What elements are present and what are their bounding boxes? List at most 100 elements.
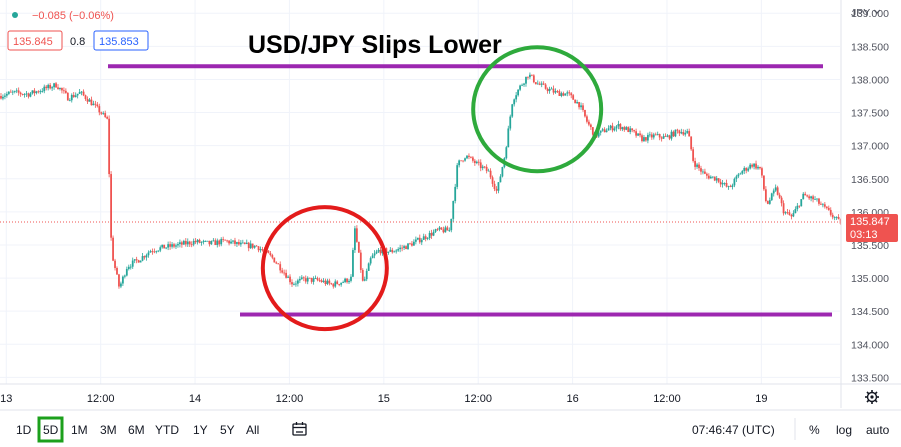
candle-body xyxy=(416,237,419,240)
candle-body xyxy=(188,241,191,245)
currency-menu[interactable]: JPY xyxy=(851,7,870,19)
range-button-ytd[interactable]: YTD xyxy=(155,423,179,437)
candle-body xyxy=(196,239,199,243)
y-tick-label: 138.000 xyxy=(851,74,889,86)
y-axis-ticks: 139.000138.500138.000137.500137.000136.5… xyxy=(851,8,889,384)
candle-body xyxy=(344,278,346,283)
y-tick-label: 134.500 xyxy=(851,306,889,318)
candle-body xyxy=(171,244,173,247)
candle-body xyxy=(428,232,431,239)
candle-body xyxy=(377,249,380,252)
y-tick-label: 137.000 xyxy=(851,141,889,153)
candle-body xyxy=(403,246,405,248)
candle-body xyxy=(471,157,474,161)
candle-body xyxy=(316,278,319,281)
candle-body xyxy=(420,239,423,243)
percent-toggle[interactable]: % xyxy=(809,423,820,437)
plot-area[interactable] xyxy=(0,0,840,384)
range-button-1m[interactable]: 1M xyxy=(71,423,88,437)
compare-date-range-icon[interactable] xyxy=(292,422,307,436)
range-button-1d[interactable]: 1D xyxy=(16,423,32,437)
candle-body xyxy=(334,281,337,287)
candle-body xyxy=(289,276,291,283)
candle-body xyxy=(257,246,260,251)
candle-body xyxy=(662,136,665,139)
candle-body xyxy=(527,76,529,78)
candle-body xyxy=(322,280,325,282)
range-button-5y[interactable]: 5Y xyxy=(220,423,235,437)
candle-body xyxy=(21,94,24,95)
candle-body xyxy=(336,281,339,285)
sell-price-box[interactable] xyxy=(7,30,63,51)
range-button-1y[interactable]: 1Y xyxy=(193,423,208,437)
candle-body xyxy=(147,252,150,256)
chevron-down-icon[interactable] xyxy=(873,9,881,14)
candle-body xyxy=(243,242,246,244)
candle-body xyxy=(192,240,195,245)
buy-price[interactable]: 135.853 xyxy=(99,36,139,48)
candle-body xyxy=(658,134,661,138)
candle-body xyxy=(493,183,496,189)
candle-body xyxy=(796,205,799,210)
red-highlight-circle[interactable] xyxy=(260,205,389,332)
log-toggle[interactable]: log xyxy=(836,423,852,437)
candle-body xyxy=(818,198,820,204)
y-tick-label: 135.500 xyxy=(851,240,889,252)
utc-clock[interactable]: 07:46:47 (UTC) xyxy=(692,423,775,437)
candle-body xyxy=(401,247,404,249)
candle-body xyxy=(7,91,10,94)
candle-body xyxy=(501,167,504,177)
range-buttons: 1D 5D 1M 3M 6M YTD 1Y 5Y All xyxy=(16,423,259,437)
settings-gear-icon[interactable] xyxy=(865,390,879,404)
range-button-all[interactable]: All xyxy=(246,423,259,437)
grid xyxy=(0,0,840,384)
candle-body xyxy=(88,99,91,102)
candle-body xyxy=(135,259,138,261)
candle-body xyxy=(833,217,836,219)
candle-body xyxy=(293,283,295,285)
candle-body xyxy=(43,86,46,92)
candle-body xyxy=(59,87,61,90)
candle-body xyxy=(15,90,18,92)
candle-body xyxy=(125,269,128,276)
x-tick-label: 12:00 xyxy=(653,393,681,405)
range-button-6m[interactable]: 6M xyxy=(128,423,145,437)
candle-body xyxy=(407,243,409,250)
candle-body xyxy=(269,253,272,256)
candle-body xyxy=(363,279,366,281)
candle-body xyxy=(118,274,120,287)
candle-body xyxy=(723,182,726,184)
candle-body xyxy=(29,93,32,97)
candle-body xyxy=(182,240,185,245)
auto-toggle[interactable]: auto xyxy=(866,423,890,437)
candle-body xyxy=(63,90,65,92)
candle-body xyxy=(772,190,775,194)
candle-body xyxy=(607,128,610,131)
candle-body xyxy=(629,128,632,132)
price-scale[interactable] xyxy=(842,0,901,384)
candle-body xyxy=(639,133,641,136)
candle-body xyxy=(556,91,559,92)
candle-body xyxy=(100,112,103,114)
candle-body xyxy=(70,94,73,101)
candle-body xyxy=(409,243,411,245)
range-button-5d[interactable]: 5D xyxy=(43,423,59,437)
range-button-3m[interactable]: 3M xyxy=(100,423,117,437)
candle-body xyxy=(483,166,486,168)
candle-body xyxy=(479,162,482,169)
candle-body xyxy=(387,251,390,253)
candle-body xyxy=(86,98,89,102)
candle-body xyxy=(357,241,360,253)
candle-body xyxy=(778,194,781,198)
candle-body xyxy=(153,251,156,253)
candle-body xyxy=(808,196,811,199)
candle-body xyxy=(727,186,730,188)
buy-price-box[interactable] xyxy=(93,30,149,51)
candle-body xyxy=(462,160,464,162)
candle-body xyxy=(489,170,492,178)
candle-body xyxy=(226,240,229,242)
green-highlight-circle[interactable] xyxy=(471,45,604,174)
sell-price[interactable]: 135.845 xyxy=(13,36,53,48)
candle-body xyxy=(530,74,533,76)
candle-body xyxy=(395,250,398,252)
